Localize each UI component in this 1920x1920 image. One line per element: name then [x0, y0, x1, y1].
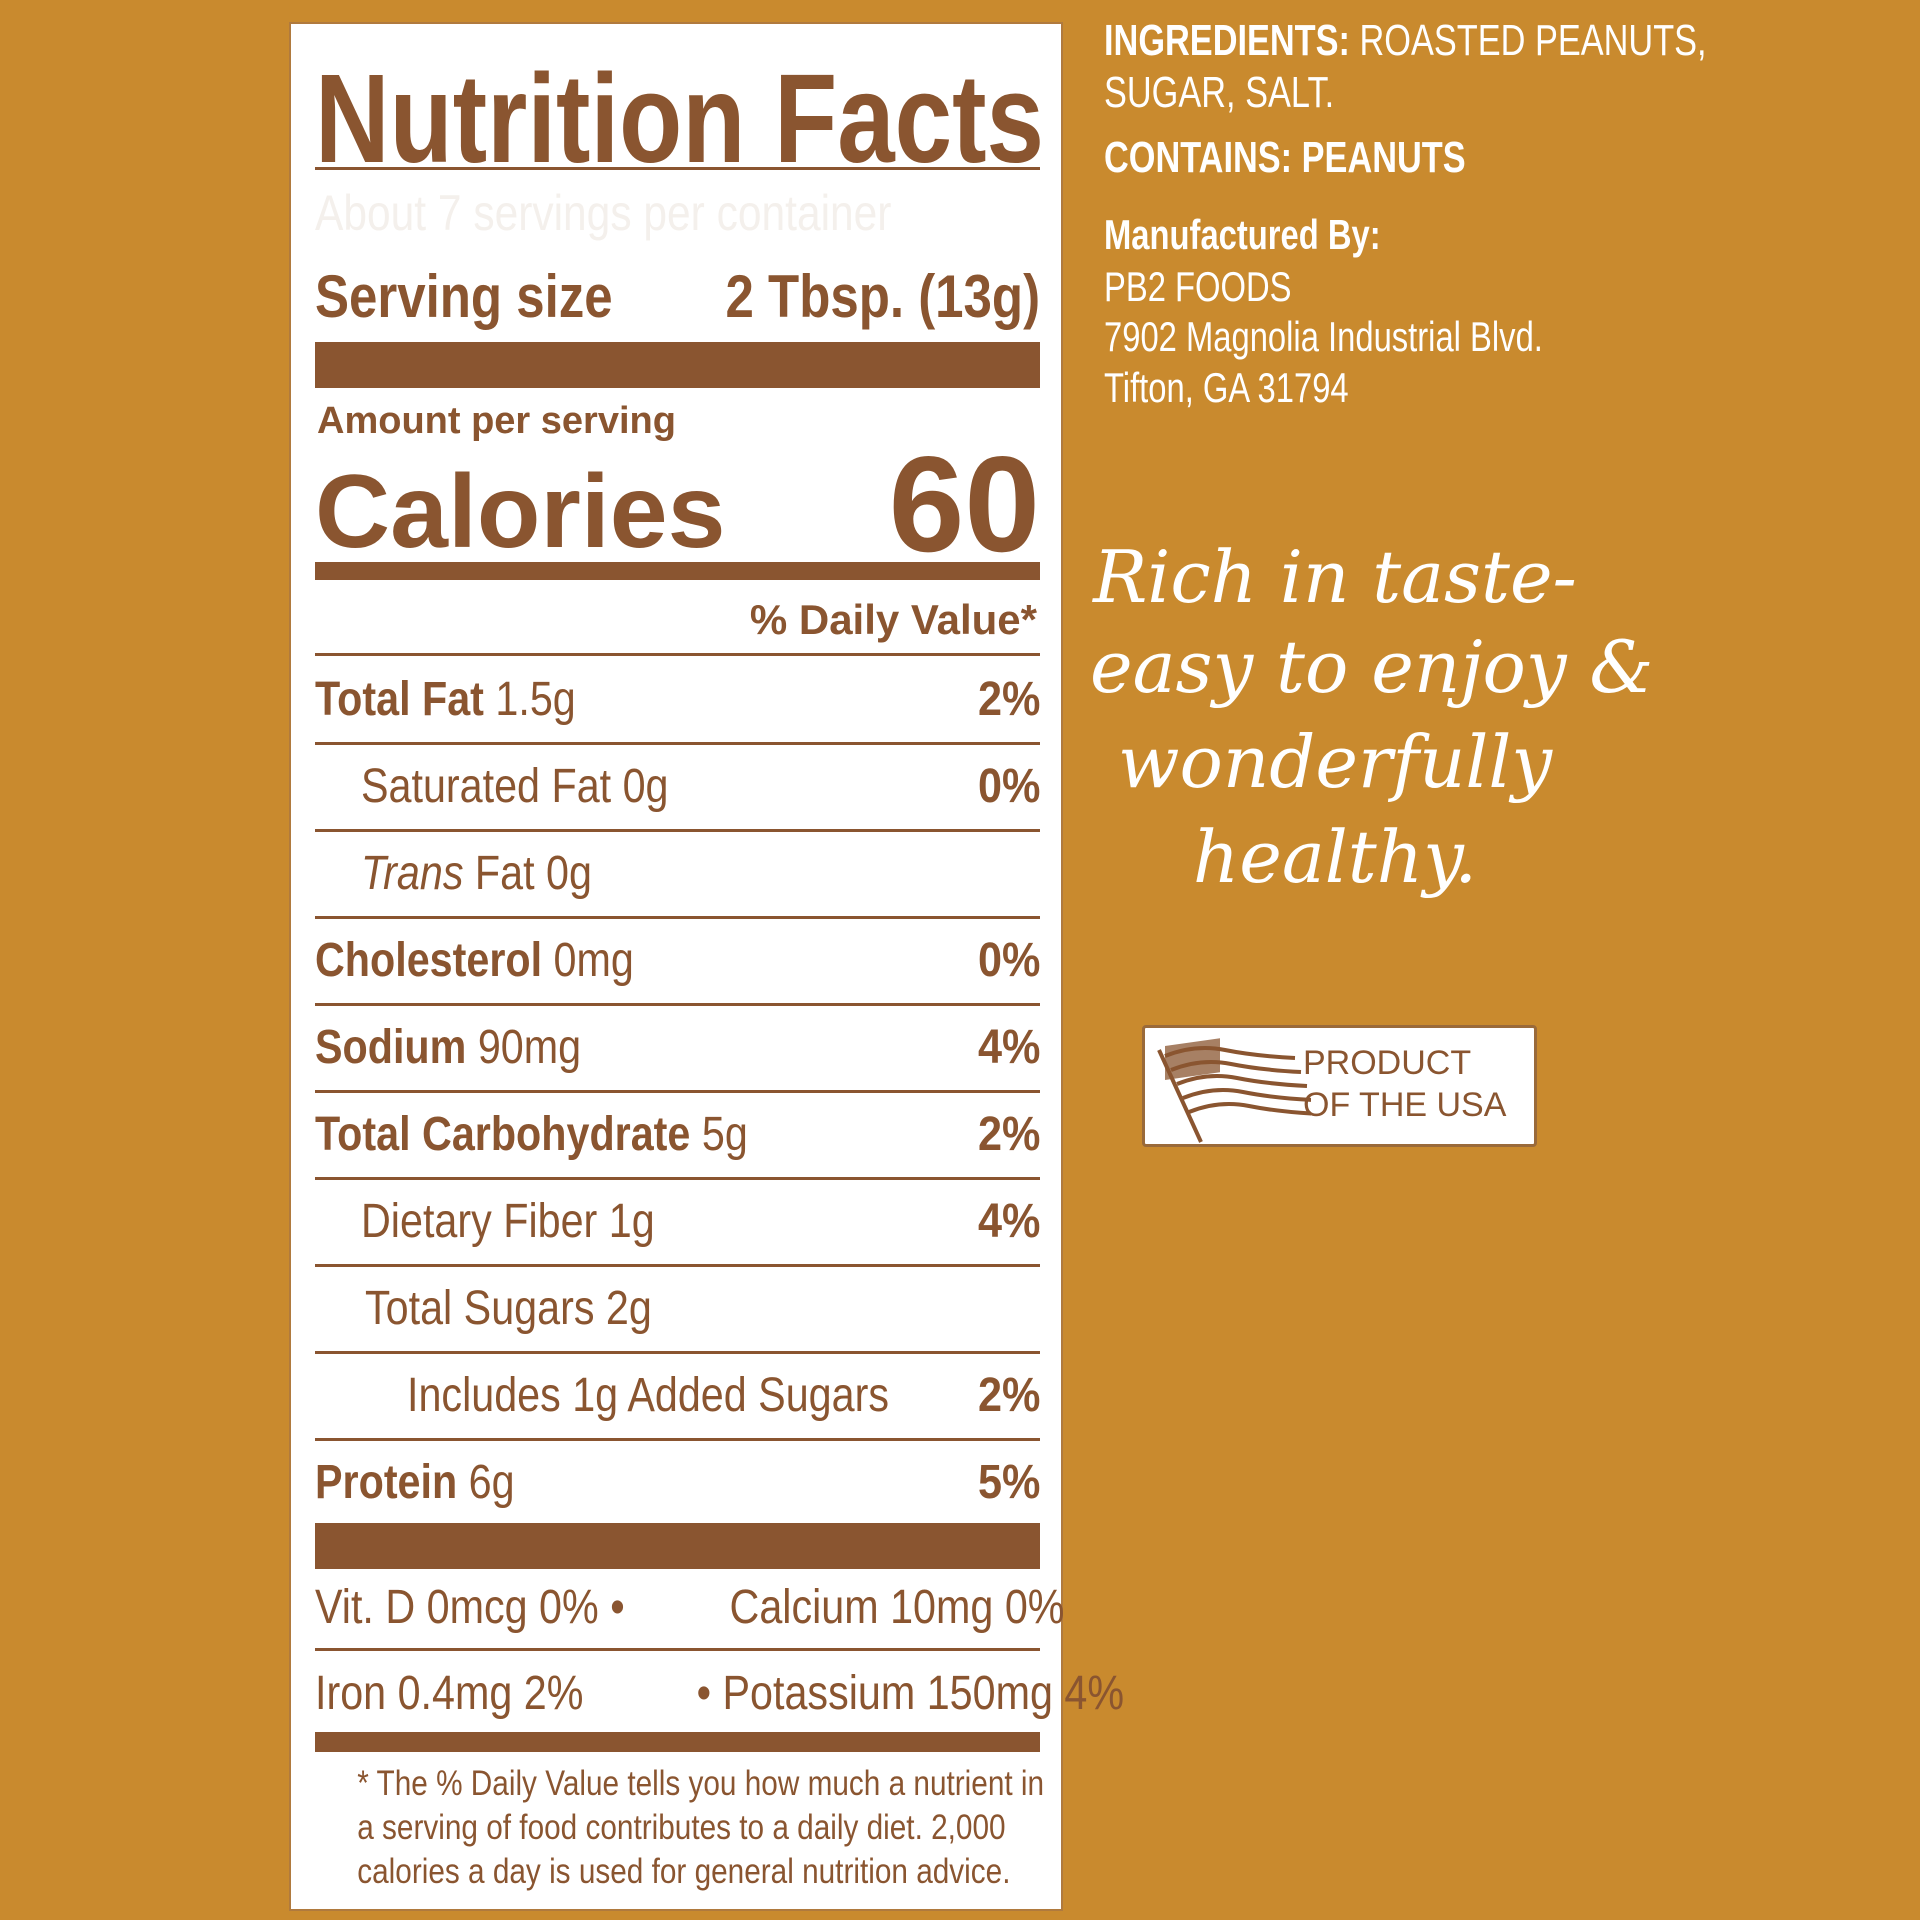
product-of-usa-badge: PRODUCT OF THE USA	[1142, 1025, 1537, 1147]
calories-row: Calories 60	[315, 428, 1040, 580]
contains: CONTAINS: PEANUTS	[1104, 133, 1466, 182]
medium-bar	[315, 562, 1040, 580]
divider	[315, 829, 1040, 832]
nutrient-name: Total Fat	[315, 673, 484, 726]
ingredients: INGREDIENTS: ROASTED PEANUTS,	[1104, 16, 1707, 65]
nutrient-row: Saturated Fat 0g 0%	[315, 743, 1040, 830]
servings-per-container: About 7 servings per container	[315, 185, 892, 241]
divider	[315, 1438, 1040, 1441]
divider	[315, 1003, 1040, 1006]
nutrient-row: Dietary Fiber 1g 4%	[315, 1178, 1040, 1265]
nutrient-name: Sodium	[315, 1021, 467, 1074]
nutrient-name: Includes 1g Added Sugars	[407, 1369, 889, 1422]
tagline-line3: wonderfully	[1117, 720, 1553, 804]
nutrient-label: Protein 6g	[315, 1455, 515, 1510]
manufactured-by: Manufactured By:	[1104, 211, 1381, 258]
nutrient-name: Cholesterol	[315, 934, 543, 987]
nutrient-label: Total Fat 1.5g	[315, 672, 576, 727]
serving-size-row: Serving size 2 Tbsp. (13g)	[315, 262, 1040, 330]
address-line1: 7902 Magnolia Industrial Blvd.	[1104, 313, 1543, 360]
divider	[315, 1264, 1040, 1267]
nutrient-daily-value: 4%	[977, 1021, 1040, 1074]
nutrient-daily-value: 2%	[977, 673, 1040, 726]
nutrient-amount: 6g	[468, 1456, 515, 1509]
nutrient-row: Sodium 90mg 4%	[315, 1004, 1040, 1091]
divider	[315, 653, 1040, 656]
vitamin-d: Vit. D 0mcg 0% •	[315, 1581, 625, 1634]
badge-line1: PRODUCT	[1303, 1044, 1472, 1082]
potassium: • Potassium 150mg 4%	[696, 1667, 1125, 1720]
thick-bar	[315, 1523, 1040, 1569]
nutrient-amount: 1.5g	[495, 673, 576, 726]
address-line2: Tifton, GA 31794	[1104, 364, 1349, 411]
nutrient-amount: Fat 0g	[474, 847, 592, 900]
calcium: Calcium 10mg 0%	[729, 1581, 1065, 1634]
tagline-line2: easy to enjoy &	[1090, 625, 1654, 709]
divider	[315, 742, 1040, 745]
divider	[315, 916, 1040, 919]
nutrient-label: Saturated Fat 0g	[361, 759, 669, 814]
divider	[315, 167, 1040, 170]
company: PB2 FOODS	[1104, 263, 1292, 310]
nutrient-amount: 90mg	[477, 1021, 582, 1074]
nutrient-label: Trans Fat 0g	[361, 846, 592, 901]
iron: Iron 0.4mg 2%	[315, 1667, 584, 1720]
nutrient-row: Total Carbohydrate 5g 2%	[315, 1091, 1040, 1178]
divider	[315, 1090, 1040, 1093]
vitamins-row-1: Vit. D 0mcg 0% • Calcium 10mg 0%	[315, 1564, 1065, 1651]
nutrient-amount: 0g	[622, 760, 669, 813]
nutrition-title: Nutrition Facts	[315, 48, 1044, 189]
nutrient-label: Dietary Fiber 1g	[361, 1194, 655, 1249]
nutrient-amount: 0mg	[553, 934, 634, 987]
tagline-line1: Rich in taste-	[1093, 535, 1577, 619]
thick-bar	[315, 342, 1040, 388]
nutrient-name: Total Carbohydrate	[315, 1108, 691, 1161]
nutrient-label: Includes 1g Added Sugars	[407, 1368, 889, 1423]
nutrient-name: Saturated Fat	[361, 760, 612, 813]
nutrient-row: Includes 1g Added Sugars 2%	[315, 1352, 1040, 1439]
nutrient-row: Protein 6g 5%	[315, 1439, 1040, 1526]
footnote: * The % Daily Value tells you how much a…	[357, 1764, 1045, 1891]
nutrient-daily-value: 4%	[977, 1195, 1040, 1248]
serving-size-label: Serving size	[315, 263, 613, 330]
daily-value-header: % Daily Value*	[749, 596, 1037, 643]
calories-label: Calories	[315, 454, 726, 570]
nutrient-name: Protein	[315, 1456, 458, 1509]
nutrient-daily-value: 5%	[977, 1456, 1040, 1509]
tagline-line4: healthy.	[1192, 815, 1478, 899]
nutrient-daily-value: 0%	[977, 760, 1040, 813]
calories-value: 60	[888, 428, 1040, 580]
amount-per-serving: Amount per serving	[317, 400, 676, 442]
nutrition-facts-panel: Nutrition Facts About 7 servings per con…	[289, 22, 1124, 1911]
divider	[315, 1177, 1040, 1180]
nutrient-name: Total Sugars	[365, 1282, 595, 1335]
ingredients-line2: SUGAR, SALT.	[1104, 68, 1335, 117]
us-flag-icon	[1157, 1038, 1311, 1143]
nutrient-daily-value: 2%	[977, 1108, 1040, 1161]
nutrient-amount: 1g	[608, 1195, 655, 1248]
nutrient-name: Dietary Fiber	[361, 1195, 598, 1248]
serving-size-value: 2 Tbsp. (13g)	[725, 263, 1040, 330]
nutrient-daily-value: 2%	[977, 1369, 1040, 1422]
nutrient-label: Sodium 90mg	[315, 1020, 581, 1075]
nutrient-daily-value: 0%	[977, 934, 1040, 987]
nutrient-row: Cholesterol 0mg 0%	[315, 917, 1040, 1004]
nutrient-label: Cholesterol 0mg	[315, 933, 634, 988]
nutrient-amount: 2g	[605, 1282, 652, 1335]
nutrient-label: Total Sugars 2g	[365, 1281, 652, 1336]
vitamins-row-2: Iron 0.4mg 2% • Potassium 150mg 4%	[315, 1650, 1124, 1737]
divider	[315, 1351, 1040, 1354]
nutrient-row: Total Sugars 2g	[315, 1265, 1040, 1352]
nutrient-row: Total Fat 1.5g 2%	[315, 656, 1040, 743]
nutrient-name: Trans	[361, 847, 464, 900]
divider	[315, 1648, 1040, 1651]
badge-line2: OF THE USA	[1303, 1086, 1507, 1124]
medium-bar	[315, 1732, 1040, 1752]
nutrient-amount: 5g	[701, 1108, 748, 1161]
nutrient-label: Total Carbohydrate 5g	[315, 1107, 748, 1162]
nutrient-row: Trans Fat 0g	[315, 830, 1040, 917]
